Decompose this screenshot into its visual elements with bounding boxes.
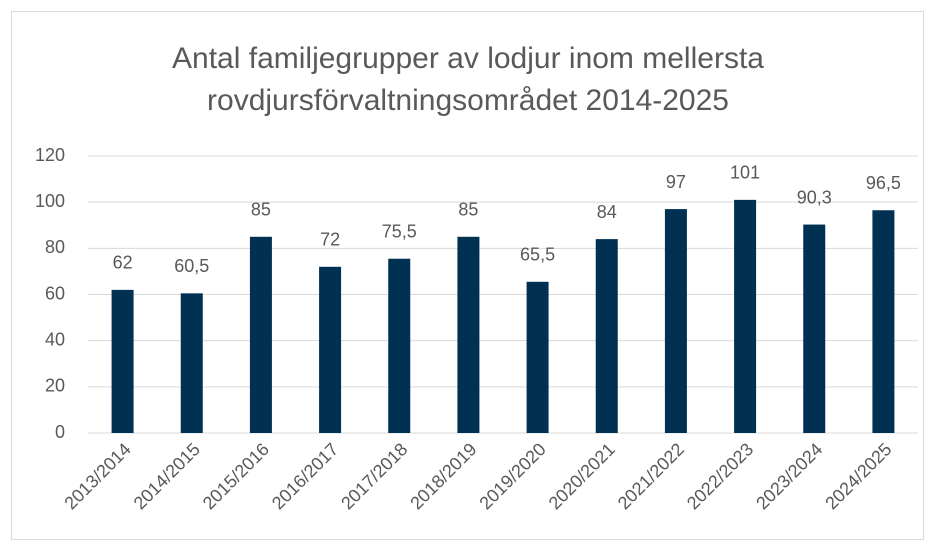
bar xyxy=(803,224,826,433)
bar xyxy=(457,236,480,433)
x-tick-label: 2016/2017 xyxy=(268,439,342,513)
bar xyxy=(319,266,342,433)
bar xyxy=(111,289,134,433)
x-tick-label: 2022/2023 xyxy=(683,439,757,513)
data-label: 65,5 xyxy=(520,245,555,265)
x-tick-label: 2017/2018 xyxy=(337,439,411,513)
data-label: 96,5 xyxy=(866,173,901,193)
y-tick-label: 80 xyxy=(45,237,65,257)
x-tick-label: 2014/2015 xyxy=(130,439,204,513)
data-label: 62 xyxy=(113,253,133,273)
data-label: 60,5 xyxy=(174,256,209,276)
x-tick-label: 2018/2019 xyxy=(406,439,480,513)
x-tick-label: 2021/2022 xyxy=(614,439,688,513)
data-label: 101 xyxy=(730,163,760,183)
bar xyxy=(595,239,618,433)
x-tick-label: 2023/2024 xyxy=(752,439,826,513)
bar xyxy=(388,258,411,433)
bar xyxy=(526,281,549,433)
chart-frame xyxy=(11,11,924,540)
bar xyxy=(180,293,203,433)
data-label: 72 xyxy=(320,230,340,250)
y-tick-label: 100 xyxy=(35,191,65,211)
y-tick-label: 120 xyxy=(35,145,65,165)
data-label: 85 xyxy=(458,200,478,220)
data-label: 97 xyxy=(666,172,686,192)
x-tick-label: 2013/2014 xyxy=(60,439,134,513)
y-tick-label: 60 xyxy=(45,283,65,303)
data-label: 85 xyxy=(251,200,271,220)
chart-title: Antal familjegrupper av lodjur inom mell… xyxy=(172,42,764,117)
x-tick-label: 2019/2020 xyxy=(475,439,549,513)
x-tick-label: 2020/2021 xyxy=(545,439,619,513)
y-tick-label: 40 xyxy=(45,329,65,349)
bar xyxy=(734,199,757,433)
x-tick-label: 2024/2025 xyxy=(821,439,895,513)
bar xyxy=(872,210,895,433)
data-label: 75,5 xyxy=(382,221,417,241)
x-tick-label: 2015/2016 xyxy=(199,439,273,513)
data-label: 84 xyxy=(597,202,617,222)
bar xyxy=(664,209,687,433)
data-label: 90,3 xyxy=(797,187,832,207)
bar xyxy=(249,236,272,433)
y-tick-label: 0 xyxy=(55,422,65,442)
y-tick-label: 20 xyxy=(45,376,65,396)
